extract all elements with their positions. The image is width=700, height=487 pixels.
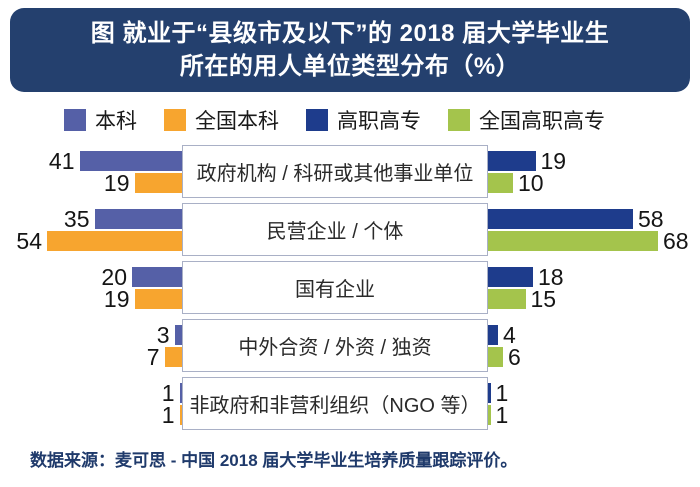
chart-row-foreign: 3 7 中外合资 / 外资 / 独资 4 6 — [0, 319, 700, 372]
legend: 本科 全国本科 高职高专 全国高职高专 — [64, 105, 690, 135]
bar-value-quanguo-gaozhi: 1 — [495, 401, 509, 428]
bar-value-quanguo-benke: 54 — [16, 227, 42, 254]
bar-value-gaozhi: 58 — [638, 205, 664, 232]
bar-value-quanguo-gaozhi: 10 — [518, 169, 544, 196]
bar-value-benke: 41 — [48, 147, 75, 174]
bar-value-gaozhi: 1 — [495, 379, 509, 406]
bar-value-benke: 3 — [156, 321, 170, 348]
bar-value-benke: 35 — [63, 205, 90, 232]
category-label: 国有企业 — [182, 261, 488, 314]
bar-gaozhi — [488, 266, 533, 287]
legend-label: 本科 — [95, 110, 137, 133]
bar-value-quanguo-benke: 19 — [103, 285, 130, 312]
legend-label: 全国本科 — [195, 110, 279, 133]
category-label: 民营企业 / 个体 — [182, 203, 488, 256]
chart-row-ngo: 1 1 非政府和非营利组织（NGO 等） 1 1 — [0, 377, 700, 430]
legend-item-quanguo-gaozhi: 全国高职高专 — [448, 105, 605, 135]
bar-quanguo-gaozhi — [488, 404, 491, 425]
bar-value-benke: 20 — [101, 263, 127, 290]
bar-value-quanguo-gaozhi: 15 — [530, 285, 557, 312]
bar-quanguo-gaozhi — [488, 346, 503, 367]
bar-value-gaozhi: 4 — [503, 321, 516, 348]
bar-benke — [94, 208, 182, 229]
chart-title-line1: 图 就业于“县级市及以下”的 2018 届大学毕业生 — [90, 19, 610, 47]
bar-quanguo-benke — [179, 404, 182, 425]
legend-swatch-gaozhi-icon — [306, 109, 328, 131]
bar-gaozhi — [488, 150, 536, 171]
bar-value-quanguo-gaozhi: 68 — [663, 227, 689, 254]
chart-row-government: 41 19 政府机构 / 科研或其他事业单位 19 10 — [0, 145, 700, 198]
bar-benke — [132, 266, 182, 287]
bar-value-gaozhi: 18 — [538, 263, 564, 290]
bar-benke — [174, 324, 182, 345]
bar-value-quanguo-gaozhi: 6 — [508, 343, 521, 370]
bar-value-quanguo-benke: 19 — [103, 169, 130, 196]
bar-value-quanguo-benke: 7 — [146, 343, 160, 370]
chart-title-box: 图 就业于“县级市及以下”的 2018 届大学毕业生 所在的用人单位类型分布（%… — [10, 8, 690, 92]
legend-item-gaozhi: 高职高专 — [306, 105, 421, 135]
chart-row-private: 35 54 民营企业 / 个体 58 68 — [0, 203, 700, 256]
bar-quanguo-benke — [164, 346, 182, 367]
bar-gaozhi — [488, 382, 491, 403]
legend-item-benke: 本科 — [64, 105, 137, 135]
legend-swatch-benke-icon — [64, 109, 86, 131]
category-label: 政府机构 / 科研或其他事业单位 — [182, 145, 488, 198]
bar-benke — [79, 150, 182, 171]
bar-gaozhi — [488, 324, 498, 345]
chart-title-line2: 所在的用人单位类型分布（%） — [179, 52, 521, 80]
bar-value-benke: 1 — [161, 379, 175, 406]
bar-benke — [179, 382, 182, 403]
bar-value-quanguo-benke: 1 — [161, 401, 175, 428]
bar-quanguo-benke — [134, 172, 182, 193]
bar-quanguo-benke — [134, 288, 182, 309]
bar-quanguo-gaozhi — [488, 288, 526, 309]
category-label: 中外合资 / 外资 / 独资 — [182, 319, 488, 372]
diverging-bar-chart: 41 19 政府机构 / 科研或其他事业单位 19 10 — [0, 145, 700, 430]
bar-quanguo-gaozhi — [488, 172, 513, 193]
chart-row-state-owned: 20 19 国有企业 18 15 — [0, 261, 700, 314]
legend-label: 高职高专 — [337, 110, 421, 133]
legend-swatch-quanguo-benke-icon — [164, 109, 186, 131]
bar-quanguo-gaozhi — [488, 230, 658, 251]
bar-gaozhi — [488, 208, 633, 229]
data-source-note: 数据来源：麦可思 - 中国 2018 届大学毕业生培养质量跟踪评价。 — [30, 451, 518, 470]
category-label: 非政府和非营利组织（NGO 等） — [182, 377, 488, 430]
legend-item-quanguo-benke: 全国本科 — [164, 105, 279, 135]
bar-value-gaozhi: 19 — [540, 147, 567, 174]
legend-swatch-quanguo-gaozhi-icon — [448, 109, 470, 131]
bar-quanguo-benke — [47, 230, 182, 251]
legend-label: 全国高职高专 — [479, 110, 605, 133]
